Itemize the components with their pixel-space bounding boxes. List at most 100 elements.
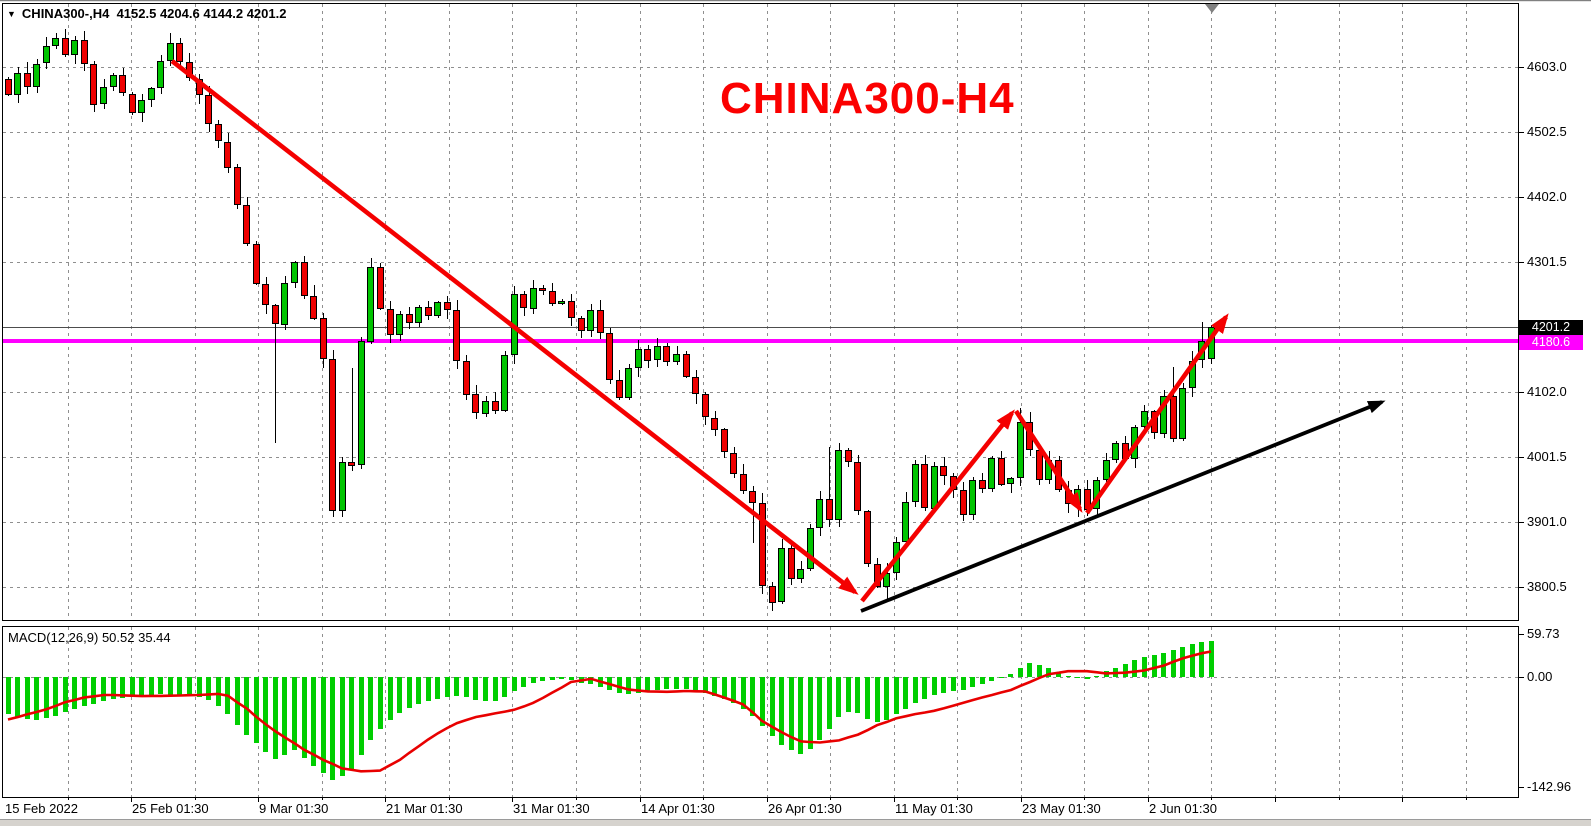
- candle: [1170, 396, 1177, 439]
- time-gridline: [703, 4, 704, 620]
- candle: [406, 314, 413, 323]
- candle: [215, 124, 222, 141]
- black-trend-arrow[interactable]: [860, 400, 1386, 613]
- price-axis-label: 4603.0: [1527, 59, 1567, 74]
- macd-histogram-bar: [1161, 653, 1166, 677]
- macd-histogram-bar: [798, 677, 803, 754]
- window-top-edge: [0, 0, 1591, 1]
- candle: [931, 466, 938, 509]
- macd-histogram-bar: [34, 677, 39, 720]
- macd-histogram-bar: [254, 677, 259, 743]
- time-tick: [258, 797, 259, 802]
- window-top-edge-highlight: [0, 1, 1591, 2]
- price-axis-label: 4402.0: [1527, 189, 1567, 204]
- candle: [711, 418, 718, 430]
- price-tick: [1518, 262, 1524, 263]
- time-gridline: [1021, 4, 1022, 620]
- macd-histogram-bar: [664, 677, 669, 689]
- time-gridline: [576, 4, 577, 620]
- chevron-down-icon[interactable]: ▼: [7, 9, 16, 19]
- candle: [864, 511, 871, 564]
- macd-histogram-bar: [1123, 664, 1128, 677]
- price-axis-label: 4102.0: [1527, 384, 1567, 399]
- candle: [874, 564, 881, 587]
- candle: [62, 38, 69, 55]
- candle: [129, 94, 136, 113]
- candle: [520, 294, 527, 308]
- candle: [769, 586, 776, 603]
- candle: [912, 464, 919, 502]
- candle: [224, 142, 231, 168]
- macd-histogram-bar: [464, 677, 469, 697]
- candle: [24, 73, 31, 87]
- candle: [606, 333, 613, 380]
- macd-histogram-bar: [770, 677, 775, 736]
- candle: [1103, 460, 1110, 480]
- candle: [243, 205, 250, 244]
- macd-histogram-bar: [961, 677, 966, 690]
- time-tick: [1402, 797, 1403, 802]
- current-price-line: [3, 327, 1518, 328]
- macd-histogram-bar: [53, 677, 58, 716]
- candle: [157, 61, 164, 88]
- macd-histogram-bar: [44, 677, 49, 718]
- time-gridline: [1275, 4, 1276, 620]
- candle: [721, 429, 728, 452]
- candle: [1036, 450, 1043, 480]
- time-gridline: [1084, 627, 1085, 797]
- candle-wick: [352, 368, 353, 471]
- chart-title-overlay: ▼ CHINA300-,H4 4152.5 4204.6 4144.2 4201.…: [7, 6, 286, 21]
- macd-histogram-bar: [550, 677, 555, 680]
- time-gridline: [258, 4, 259, 620]
- macd-histogram-bar: [454, 677, 459, 696]
- candle: [702, 394, 709, 417]
- chart-shift-marker-icon[interactable]: [1205, 4, 1219, 13]
- macd-histogram-bar: [473, 677, 478, 700]
- time-axis-label: 14 Apr 01:30: [641, 801, 715, 816]
- macd-histogram-bar: [512, 677, 517, 691]
- candle: [1122, 443, 1129, 459]
- macd-histogram-bar: [1075, 677, 1080, 678]
- macd-histogram-bar: [636, 677, 641, 693]
- macd-histogram-bar: [111, 677, 116, 699]
- candle: [883, 573, 890, 587]
- price-gridline: [3, 262, 1518, 263]
- time-tick: [576, 797, 577, 800]
- horizontal-level-line[interactable]: [3, 339, 1518, 343]
- candle: [1055, 460, 1062, 490]
- macd-tick: [1518, 787, 1524, 788]
- time-tick: [640, 797, 641, 802]
- time-gridline: [1339, 627, 1340, 797]
- macd-histogram-bar: [235, 677, 240, 725]
- macd-histogram-bar: [674, 677, 679, 689]
- candle: [835, 450, 842, 520]
- time-gridline: [1466, 627, 1467, 797]
- macd-histogram-bar: [91, 677, 96, 704]
- time-axis-label: 2 Jun 01:30: [1149, 801, 1217, 816]
- macd-histogram-bar: [378, 677, 383, 729]
- price-axis-label: 4301.5: [1527, 254, 1567, 269]
- candle: [367, 267, 374, 342]
- candle: [979, 480, 986, 489]
- macd-histogram-bar: [846, 677, 851, 712]
- macd-histogram-bar: [875, 677, 880, 722]
- macd-histogram-bar: [741, 677, 746, 709]
- candle: [339, 462, 346, 511]
- candle: [205, 95, 212, 124]
- candle: [301, 262, 308, 296]
- macd-histogram-bar: [368, 677, 373, 740]
- candle: [893, 542, 900, 573]
- macd-histogram-bar: [855, 677, 860, 713]
- candle: [71, 40, 78, 55]
- price-axis-label: 4502.5: [1527, 124, 1567, 139]
- macd-histogram-bar: [483, 677, 488, 701]
- candle: [110, 75, 117, 87]
- candle: [320, 318, 327, 359]
- time-gridline: [1148, 4, 1149, 620]
- candle: [597, 310, 604, 333]
- candle-wick: [275, 304, 276, 443]
- time-axis-label: 23 May 01:30: [1022, 801, 1101, 816]
- macd-histogram-bar: [750, 677, 755, 716]
- macd-histogram-bar: [999, 677, 1004, 678]
- macd-value: 50.52: [101, 630, 135, 645]
